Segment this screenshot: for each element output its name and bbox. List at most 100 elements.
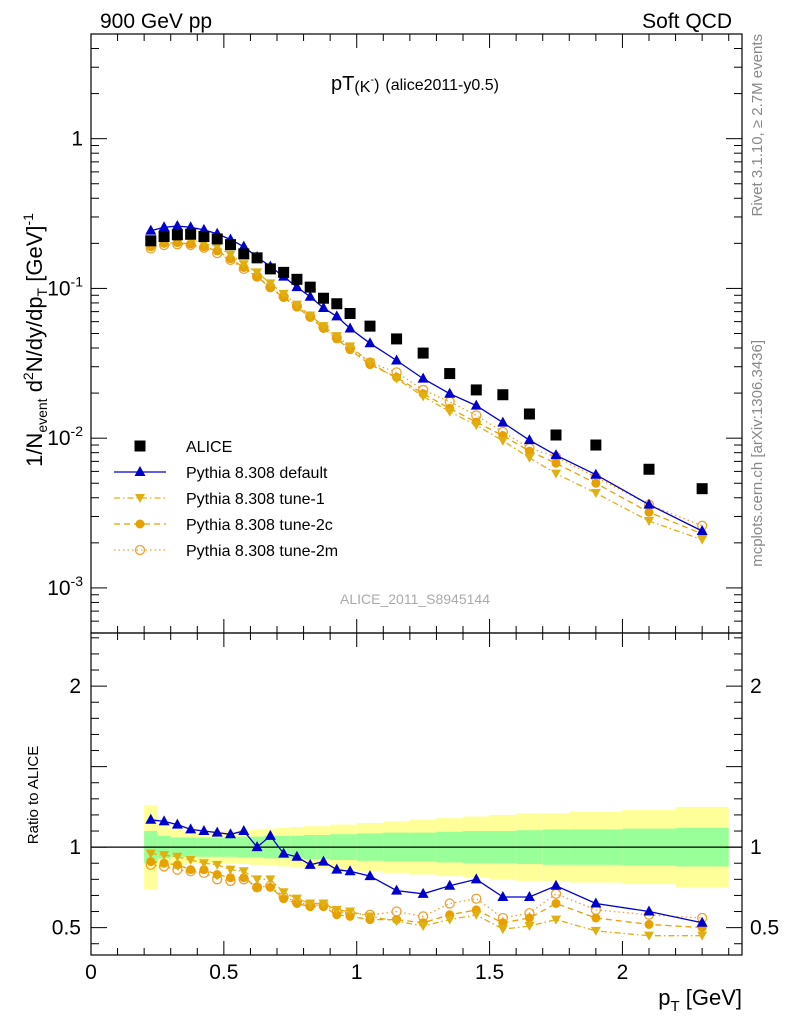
marker-triangle-up bbox=[134, 466, 146, 476]
marker-triangle-up bbox=[145, 224, 157, 235]
marker-square bbox=[211, 233, 223, 245]
marker-triangle-up bbox=[198, 825, 210, 836]
x-tick-label: 2 bbox=[617, 961, 629, 984]
marker-square bbox=[145, 235, 157, 247]
marker-triangle-up bbox=[278, 847, 290, 858]
marker-circle bbox=[644, 919, 654, 929]
marker-square bbox=[291, 273, 303, 285]
marker-triangle-up bbox=[364, 337, 376, 348]
marker-triangle-up bbox=[304, 858, 316, 869]
marker-square bbox=[497, 389, 509, 401]
marker-circle bbox=[265, 882, 275, 892]
marker-square bbox=[251, 252, 263, 264]
main-plot-series bbox=[145, 220, 708, 545]
marker-triangle-up bbox=[417, 887, 429, 898]
marker-circle bbox=[591, 478, 601, 488]
main-plot-ticks bbox=[90, 33, 742, 634]
marker-triangle-up bbox=[158, 221, 170, 232]
marker-triangle-down bbox=[318, 899, 329, 909]
marker-open-circle bbox=[444, 898, 455, 909]
marker-circle bbox=[226, 873, 235, 883]
marker-triangle-down bbox=[345, 907, 356, 917]
marker-triangle-down bbox=[644, 931, 654, 941]
marker-triangle-down bbox=[172, 852, 183, 862]
marker-triangle-up bbox=[251, 841, 263, 852]
marker-circle bbox=[524, 446, 534, 456]
marker-square bbox=[278, 266, 290, 278]
marker-triangle-up bbox=[417, 372, 429, 383]
marker-triangle-up bbox=[171, 818, 183, 829]
marker-triangle-up bbox=[590, 468, 602, 479]
marker-triangle-down bbox=[551, 915, 561, 925]
marker-triangle-up bbox=[318, 302, 329, 313]
marker-square bbox=[444, 368, 456, 380]
marker-open-circle bbox=[471, 893, 482, 904]
marker-triangle-down bbox=[345, 342, 356, 352]
series-line bbox=[150, 237, 703, 541]
marker-triangle-up bbox=[444, 387, 456, 398]
marker-triangle-up bbox=[344, 322, 356, 333]
x-tick-label: 0 bbox=[85, 961, 97, 984]
y-tick-label-right: 1 bbox=[750, 836, 762, 859]
marker-triangle-down bbox=[212, 242, 223, 252]
legend-label: Pythia 8.308 tune-2m bbox=[186, 543, 338, 560]
marker-circle bbox=[524, 913, 534, 923]
marker-triangle-up bbox=[304, 290, 316, 301]
marker-triangle-down bbox=[291, 300, 302, 310]
marker-triangle-down bbox=[212, 860, 223, 870]
marker-triangle-down bbox=[305, 899, 316, 909]
marker-circle bbox=[279, 894, 289, 904]
marker-triangle-down bbox=[318, 322, 329, 332]
marker-triangle-up bbox=[291, 281, 303, 292]
marker-triangle-up bbox=[523, 434, 535, 445]
marker-triangle-up bbox=[238, 825, 250, 836]
analysis-label: ALICE_2011_S8945144 bbox=[340, 591, 490, 607]
marker-circle bbox=[159, 858, 169, 868]
marker-circle bbox=[212, 870, 222, 879]
marker-triangle-down bbox=[252, 875, 263, 885]
marker-square bbox=[550, 429, 562, 441]
y-tick-label-right: 2 bbox=[750, 675, 762, 698]
marker-triangle-up bbox=[497, 416, 509, 427]
marker-triangle-up bbox=[364, 870, 376, 881]
marker-triangle-down bbox=[497, 436, 508, 446]
x-axis-label: pT [GeV] bbox=[658, 985, 742, 1015]
marker-triangle-up bbox=[391, 884, 403, 895]
x-tick-label: 1.5 bbox=[475, 961, 504, 984]
marker-triangle-up bbox=[590, 897, 602, 908]
y-tick-label: 10-1 bbox=[47, 273, 83, 300]
header-right: Soft QCD bbox=[642, 10, 732, 33]
marker-triangle-up bbox=[291, 850, 303, 861]
marker-square bbox=[264, 263, 276, 275]
header-left: 900 GeV pp bbox=[100, 10, 212, 33]
marker-triangle-down bbox=[418, 392, 429, 402]
legend-label: Pythia 8.308 tune-2c bbox=[186, 517, 333, 534]
side-label-bottom: mcplots.cern.ch [arXiv:1306.3436] bbox=[749, 340, 766, 567]
marker-circle bbox=[551, 458, 561, 468]
y-tick-label-right: 0.5 bbox=[750, 917, 779, 940]
marker-square bbox=[417, 347, 429, 359]
legend-label: Pythia 8.308 tune-1 bbox=[186, 491, 325, 508]
marker-triangle-up bbox=[391, 354, 403, 365]
marker-square bbox=[134, 440, 146, 452]
y-tick-label: 1 bbox=[71, 128, 83, 151]
marker-triangle-down bbox=[225, 865, 236, 875]
marker-circle bbox=[551, 898, 561, 908]
marker-triangle-up bbox=[643, 905, 655, 916]
y-tick-label: 10-2 bbox=[47, 423, 83, 450]
legend: ALICE Pythia 8.308 default Pythia 8.308 tu… bbox=[114, 439, 338, 560]
marker-triangle-up bbox=[696, 524, 708, 535]
marker-triangle-up bbox=[238, 240, 250, 251]
marker-circle bbox=[135, 519, 145, 529]
marker-triangle-down bbox=[265, 875, 276, 885]
marker-triangle-up bbox=[185, 823, 197, 834]
marker-triangle-down bbox=[471, 421, 482, 431]
marker-square bbox=[171, 229, 183, 241]
marker-square bbox=[344, 308, 356, 320]
legend-label: ALICE bbox=[186, 439, 232, 456]
marker-triangle-up bbox=[497, 891, 509, 902]
y-tick-label: 1 bbox=[69, 836, 81, 859]
marker-square bbox=[523, 408, 535, 420]
marker-triangle-down bbox=[497, 925, 508, 935]
